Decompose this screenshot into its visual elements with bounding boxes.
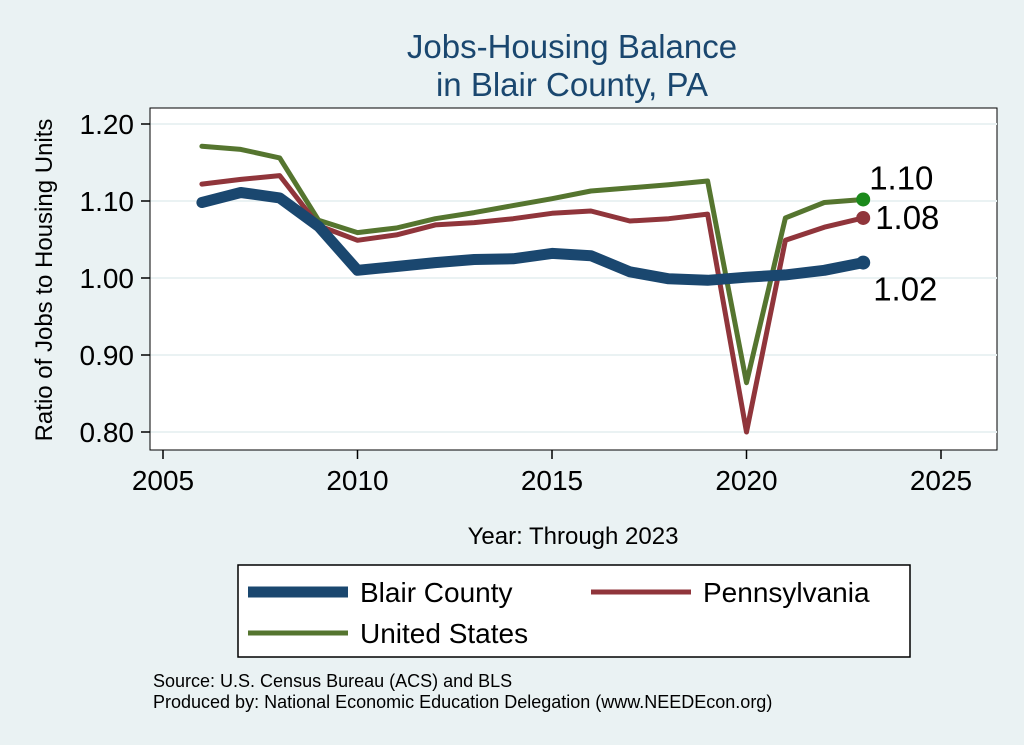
legend-label: Pennsylvania [703,577,870,608]
end-marker-pennsylvania [856,210,871,225]
y-tick-label: 1.10 [80,186,135,217]
y-axis-label: Ratio of Jobs to Housing Units [31,119,58,442]
series-line-blair-county [196,187,869,286]
x-tick-label: 2025 [910,465,972,496]
producer-note: Produced by: National Economic Education… [153,692,773,712]
x-tick-label: 2020 [715,465,777,496]
series-lines [196,143,869,435]
chart-title-line-2: in Blair County, PA [436,66,708,103]
y-tick-label: 0.80 [80,417,135,448]
x-tick-label: 2005 [132,465,194,496]
end-marker-blair-county [856,255,871,270]
legend-box [237,564,911,658]
source-note: Source: U.S. Census Bureau (ACS) and BLS [153,671,513,691]
chart-title-line-1: Jobs-Housing Balance [407,28,737,65]
x-tick-label: 2015 [521,465,583,496]
x-tick-label: 2010 [326,465,388,496]
end-value-label: 1.08 [875,199,939,236]
x-axis: 2005 2010 2015 2020 2025 [132,449,997,496]
y-tick-label: 1.20 [80,109,135,140]
end-value-label: 1.10 [869,159,933,196]
series-line-united-states [199,143,866,386]
y-tick-label: 0.90 [80,340,135,371]
legend: Blair County Pennsylvania United States [248,577,870,649]
y-axis: 0.80 0.90 1.00 1.10 1.20 [80,108,151,450]
y-tick-label: 1.00 [80,263,135,294]
x-axis-label: Year: Through 2023 [468,523,679,550]
end-labels: 1.101.08 1.02 [856,159,939,308]
end-marker-united-states [856,192,871,207]
legend-label: United States [360,618,528,649]
legend-label: Blair County [360,577,513,608]
end-value-label: 1.02 [873,271,937,308]
gridlines [150,123,997,433]
